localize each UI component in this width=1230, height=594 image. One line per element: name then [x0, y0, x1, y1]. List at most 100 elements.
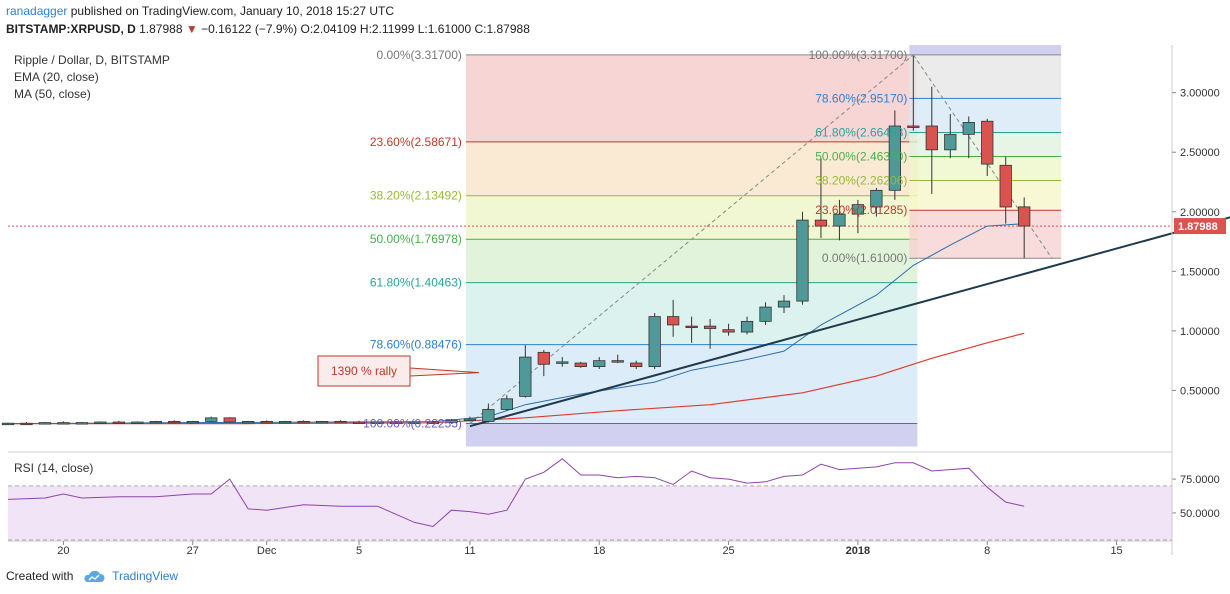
- fib-level-label: 23.60%(2.58671): [370, 135, 462, 149]
- legend-ema: EMA (20, close): [14, 70, 99, 84]
- time-tick-label: 2018: [846, 545, 870, 557]
- fib-zone: [465, 141, 918, 196]
- rally-callout: [317, 355, 480, 387]
- candle-body: [777, 300, 791, 308]
- candle-body: [131, 421, 144, 424]
- candle-body: [168, 421, 181, 424]
- rally-callout-text: 1390 % rally: [331, 364, 397, 378]
- fib-zone-base: [465, 423, 918, 447]
- candle-body: [20, 422, 33, 426]
- price-tick-label: 2.50000: [1180, 147, 1220, 159]
- fib2-level-label: 50.00%(2.46350): [815, 150, 907, 164]
- fib-level-label: 100.00%(0.22255): [363, 416, 462, 430]
- candle-body: [648, 316, 661, 368]
- candle-body: [833, 213, 846, 227]
- candle-body: [260, 421, 273, 424]
- fib2-zone: [909, 156, 1062, 181]
- candle-body: [38, 422, 52, 425]
- candle-body: [796, 219, 809, 302]
- open-value: O:2.04109: [300, 22, 357, 36]
- fib-zone: [465, 54, 918, 142]
- fib-zone: [465, 344, 918, 424]
- candle-body: [740, 320, 754, 333]
- symbol: BITSTAMP:XRPUSD, D: [6, 22, 136, 36]
- fib-level-label: 50.00%(1.76978): [370, 232, 462, 246]
- candle-body: [519, 356, 532, 397]
- fib2-zone: [909, 180, 1062, 211]
- candle-body: [297, 421, 310, 424]
- candle-body: [630, 362, 643, 368]
- time-tick-label: 15: [1110, 545, 1122, 557]
- rsi-line: [7, 458, 1025, 528]
- candle-body: [851, 204, 865, 215]
- candle-body: [703, 325, 717, 329]
- price-tick-label: 3.00000: [1180, 88, 1220, 100]
- rsi-band: [8, 485, 1172, 540]
- created-with-text: Created with: [6, 569, 74, 583]
- tradingview-link[interactable]: TradingView: [112, 569, 179, 583]
- candle-body: [759, 306, 772, 322]
- publish-info: ranadagger published on TradingView.com,…: [6, 4, 394, 18]
- footer: Created with TradingView: [6, 569, 178, 583]
- candle-body: [685, 325, 698, 329]
- candle-body: [334, 421, 347, 424]
- candle-body: [944, 133, 957, 151]
- candle-body: [389, 421, 403, 424]
- fib-zone: [465, 195, 918, 240]
- fib2-level-label: 23.60%(2.01285): [815, 203, 907, 217]
- candle-body: [315, 421, 329, 424]
- rsi-tick-label: 75.0000: [1180, 474, 1220, 486]
- candle-body: [667, 316, 680, 326]
- time-tick-label: 25: [722, 545, 734, 557]
- price-tick-label: 1.50000: [1180, 266, 1220, 278]
- down-arrow-icon: ▼: [185, 22, 198, 36]
- symbol-quote: BITSTAMP:XRPUSD, D 1.87988 ▼ −0.16122 (−…: [6, 22, 530, 36]
- candle-body: [352, 421, 366, 424]
- candle-body: [593, 360, 606, 368]
- time-tick-label: 5: [356, 545, 362, 557]
- candle-body: [279, 421, 292, 424]
- fib2-level-label: 0.00%(1.61000): [822, 251, 907, 265]
- candle-body: [537, 351, 550, 365]
- fib2-level-label: 61.80%(2.66493): [815, 126, 907, 140]
- candle-body: [463, 418, 477, 421]
- last-price-badge-text: 1.87988: [1178, 221, 1218, 233]
- candle-body: [556, 361, 569, 364]
- candle-body: [112, 421, 125, 424]
- price-tick-label: 1.00000: [1180, 326, 1220, 338]
- time-tick-label: 18: [593, 545, 605, 557]
- candle-body: [925, 125, 938, 151]
- fib2-zone: [909, 210, 1062, 259]
- fib-level-label: 61.80%(1.40463): [370, 276, 462, 290]
- author-link[interactable]: ranadagger: [6, 4, 68, 18]
- high-value: H:2.11999: [359, 22, 415, 36]
- fib-level-label: 78.60%(0.88476): [370, 338, 462, 352]
- candle-body: [223, 417, 236, 423]
- candle-body: [408, 421, 421, 424]
- candle-body: [870, 189, 883, 208]
- rsi-tick-label: 50.0000: [1180, 508, 1220, 520]
- candle-body: [611, 360, 624, 363]
- price-change: −0.16122 (−7.9%): [201, 22, 298, 36]
- candle-body: [574, 362, 587, 368]
- close-value: C:1.87988: [474, 22, 530, 36]
- candle-body: [186, 421, 199, 424]
- fib-level-label: 38.20%(2.13492): [370, 189, 462, 203]
- candle-body: [426, 421, 440, 424]
- fib2-level-label: 100.00%(3.31700): [809, 48, 908, 62]
- price-tick-label: 0.50000: [1180, 385, 1220, 397]
- legend-title: Ripple / Dollar, D, BITSTAMP: [14, 53, 170, 67]
- fib-trend-dashed: [469, 54, 914, 424]
- fib2-zone: [909, 54, 1062, 99]
- legend-rsi: RSI (14, close): [14, 461, 94, 475]
- candle-body: [981, 120, 994, 165]
- candle-body: [1, 422, 15, 426]
- time-tick-label: 27: [187, 545, 199, 557]
- last-price-badge: [1174, 218, 1226, 235]
- fib2-level-label: 78.60%(2.95170): [815, 91, 907, 105]
- candle-body: [482, 409, 495, 422]
- fib2-level-label: 38.20%(2.26206): [815, 174, 907, 188]
- candle-body: [57, 422, 70, 425]
